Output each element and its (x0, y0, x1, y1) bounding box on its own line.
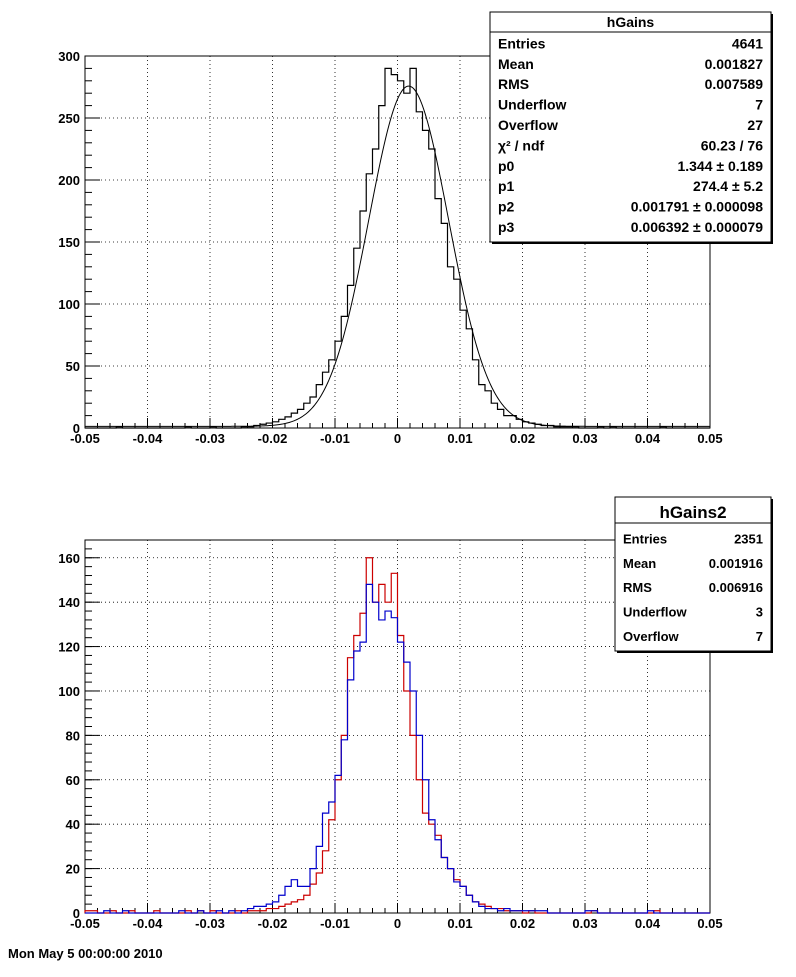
stats-row-label: RMS (623, 580, 652, 595)
stats-row-value: 2351 (734, 531, 763, 546)
stats-row-value: 0.001791 ± 0.000098 (631, 199, 763, 215)
stats-box-frame (489, 11, 772, 243)
y-tick-label: 20 (66, 862, 80, 877)
stats-row-value: 0.007589 (705, 76, 764, 92)
histogram-series-1 (85, 67, 710, 429)
x-tick-label: -0.01 (320, 916, 350, 931)
y-tick-label: 160 (58, 551, 80, 566)
x-tick-label: 0.01 (447, 431, 472, 446)
stats-row-value: 274.4 ± 5.2 (693, 178, 763, 194)
stats-row-value: 0.006392 ± 0.000079 (631, 219, 763, 235)
x-tick-label: 0.01 (447, 916, 472, 931)
stats-row-label: Underflow (623, 605, 687, 620)
x-tick-label: -0.04 (133, 916, 163, 931)
x-tick-label: 0.02 (510, 431, 535, 446)
y-tick-label: 150 (58, 235, 80, 250)
stats-row-label: p3 (498, 219, 515, 235)
stats-row-label: p2 (498, 199, 515, 215)
x-tick-label: -0.05 (70, 916, 100, 931)
chart-panel-1: -0.05 -0.04 -0.03 -0.02 -0.01 0 0.01 0.02 0.03 0.… (58, 11, 773, 446)
stats-row-label: Mean (623, 556, 656, 571)
fit-curve (85, 85, 710, 427)
x-tick-label: -0.05 (70, 431, 100, 446)
stats-row-label: Overflow (623, 629, 680, 644)
y-tick-label: 60 (66, 773, 80, 788)
x-tick-label: 0 (394, 916, 401, 931)
stats-row-label: p1 (498, 178, 515, 194)
x-tick-label: -0.03 (195, 916, 225, 931)
x-tick-label: -0.02 (258, 916, 288, 931)
x-tick-label: 0.04 (635, 431, 661, 446)
x-tick-label: 0.05 (697, 431, 722, 446)
stats-box-title: hGains2 (659, 503, 726, 522)
stats-row-value: 27 (747, 117, 763, 133)
y-tick-label: 0 (73, 421, 80, 436)
x-tick-label: 0.03 (572, 916, 597, 931)
x-tick-label: 0.03 (572, 431, 597, 446)
stats-row-label: RMS (498, 76, 529, 92)
stats-box: hGains2 Entries 2351 Mean 0.001916 RMS 0.00691… (614, 496, 773, 653)
stats-row-label: χ² / ndf (498, 137, 544, 153)
x-tick-label: 0.04 (635, 916, 661, 931)
x-tick-label: -0.04 (133, 431, 163, 446)
stats-row-value: 1.344 ± 0.189 (677, 158, 763, 174)
y-tick-label: 300 (58, 49, 80, 64)
x-tick-label: -0.01 (320, 431, 350, 446)
stats-row-label: Overflow (498, 117, 558, 133)
x-tick-label: 0.02 (510, 916, 535, 931)
stats-row-value: 0.001916 (709, 556, 763, 571)
stats-row-value: 0.001827 (705, 56, 764, 72)
y-tick-label: 0 (73, 906, 80, 921)
stats-box: hGains Entries 4641 Mean 0.001827 RMS 0.007589… (489, 11, 773, 244)
histogram-series-2 (85, 583, 710, 914)
x-tick-label: -0.02 (258, 431, 288, 446)
x-tick-label: 0 (394, 431, 401, 446)
stats-row-label: Entries (498, 35, 546, 51)
stats-row-value: 3 (756, 605, 763, 620)
stats-row-label: Underflow (498, 97, 567, 113)
y-tick-label: 40 (66, 817, 80, 832)
stats-row-label: p0 (498, 158, 515, 174)
y-tick-label: 100 (58, 297, 80, 312)
y-tick-label: 140 (58, 595, 80, 610)
footer-timestamp: Mon May 5 00:00:00 2010 (8, 946, 163, 961)
y-tick-label: 200 (58, 173, 80, 188)
x-tick-label: -0.03 (195, 431, 225, 446)
stats-box-title: hGains (607, 14, 655, 30)
y-tick-label: 250 (58, 111, 80, 126)
stats-row-label: Entries (623, 531, 667, 546)
stats-row-value: 60.23 / 76 (701, 137, 763, 153)
y-tick-label: 50 (66, 359, 80, 374)
stats-row-label: Mean (498, 56, 534, 72)
y-tick-label: 80 (66, 728, 80, 743)
y-tick-label: 120 (58, 640, 80, 655)
stats-row-value: 7 (755, 97, 763, 113)
chart-panel-2: -0.05 -0.04 -0.03 -0.02 -0.01 0 0.01 0.02 0.03 0.… (58, 496, 773, 931)
stats-row-value: 0.006916 (709, 580, 763, 595)
stats-row-value: 4641 (732, 35, 763, 51)
stats-row-value: 7 (756, 629, 763, 644)
x-tick-label: 0.05 (697, 916, 722, 931)
y-tick-label: 100 (58, 684, 80, 699)
